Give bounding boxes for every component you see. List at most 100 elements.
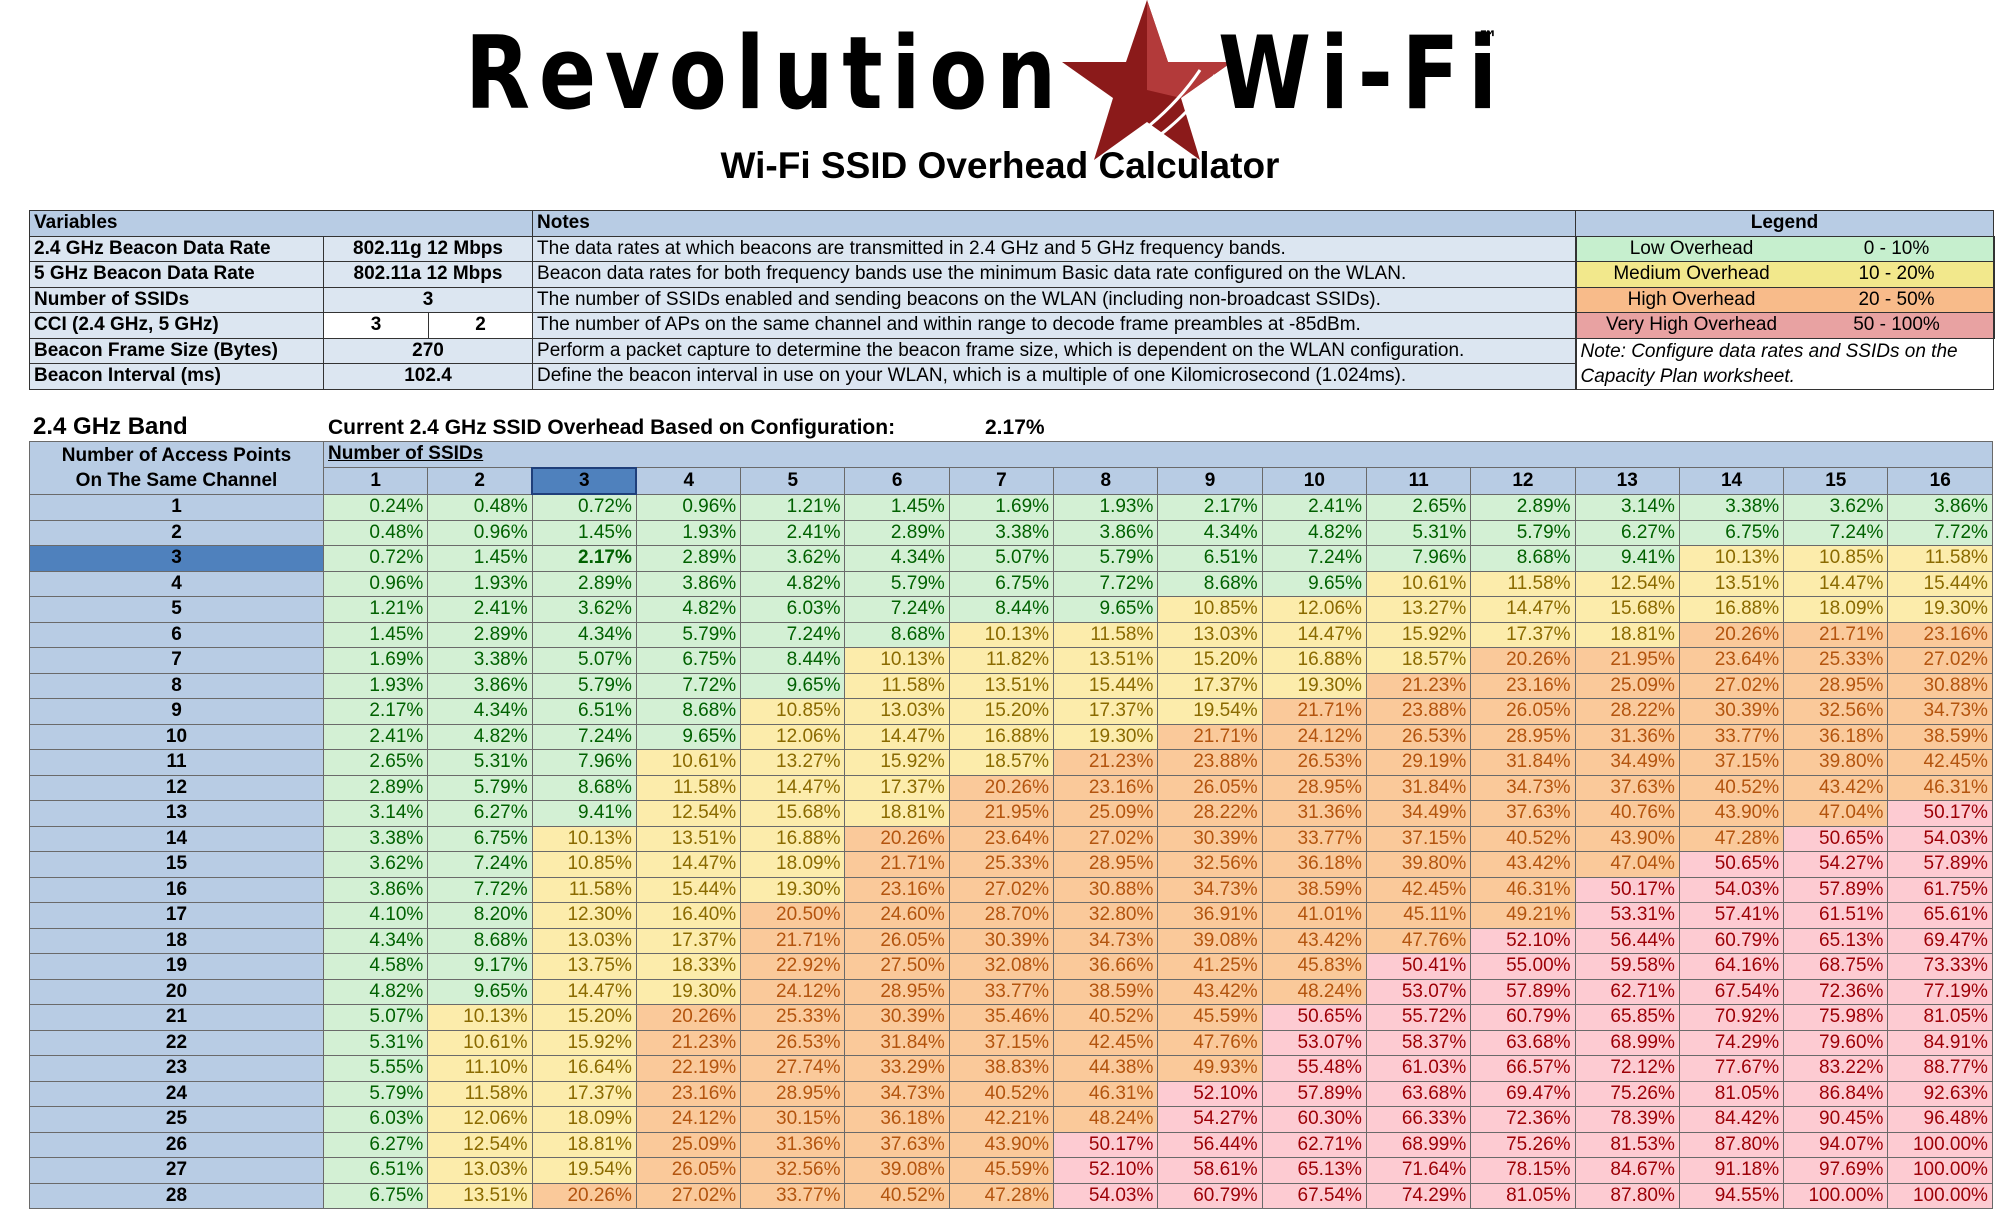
overhead-cell: 11.58% [531, 876, 637, 903]
row-header: 24 [29, 1080, 324, 1107]
overhead-cell: 78.39% [1574, 1106, 1680, 1133]
overhead-cell: 61.75% [1887, 876, 1993, 903]
overhead-cell: 40.76% [1574, 800, 1680, 827]
legend-range: 0 - 10% [1863, 237, 1930, 259]
overhead-cell: 50.17% [1887, 800, 1993, 827]
overhead-cell: 26.05% [1470, 698, 1576, 725]
overhead-cell: 67.54% [1261, 1182, 1367, 1209]
overhead-cell: 3.14% [1574, 493, 1680, 521]
overhead-cell: 16.88% [740, 825, 846, 852]
overhead-cell: 34.49% [1365, 800, 1472, 827]
overhead-cell: 27.02% [1887, 647, 1993, 674]
overhead-cell: 2.41% [740, 519, 846, 546]
logo-right: Wi-Fi [1218, 15, 1506, 132]
overhead-cell: 81.05% [1470, 1182, 1576, 1209]
page-title: Wi-Fi SSID Overhead Calculator [721, 145, 1280, 186]
overhead-cell: 11.82% [948, 647, 1055, 674]
variable-value: 802.11a 12 Mbps [322, 261, 534, 288]
data-row: 24 5.79% 11.58% 17.37% 23.16% 28.95% 34.73% 40.… [29, 1080, 1993, 1107]
overhead-cell: 13.03% [844, 698, 950, 725]
overhead-cell: 24.12% [1261, 723, 1367, 750]
overhead-cell: 49.21% [1470, 902, 1576, 929]
overhead-cell: 44.38% [1053, 1055, 1159, 1082]
overhead-cell: 19.30% [1053, 723, 1159, 750]
overhead-cell: 4.82% [427, 723, 533, 750]
column-header: 4 [635, 467, 742, 495]
overhead-cell: 6.27% [1574, 519, 1680, 546]
overhead-cell: 11.58% [635, 774, 742, 801]
overhead-cell: 36.66% [1053, 953, 1159, 980]
overhead-cell: 8.44% [740, 647, 846, 674]
note-text: Beacon data rates for both frequency ban… [532, 261, 1577, 288]
overhead-cell: 6.75% [635, 647, 742, 674]
overhead-cell: 43.42% [1261, 927, 1367, 954]
overhead-cell: 42.21% [948, 1106, 1055, 1133]
overhead-cell: 40.52% [1470, 825, 1576, 852]
overhead-cell: 10.13% [531, 825, 637, 852]
overhead-cell: 72.12% [1574, 1055, 1680, 1082]
overhead-cell: 18.09% [531, 1106, 637, 1133]
overhead-cell: 8.68% [1470, 545, 1576, 572]
overhead-cell: 54.03% [1053, 1182, 1159, 1209]
column-header: 6 [844, 467, 950, 495]
overhead-cell: 11.10% [427, 1055, 533, 1082]
column-header-title: Number of SSIDs [323, 441, 1993, 468]
overhead-cell: 28.95% [1783, 672, 1889, 699]
variable-row: CCI (2.4 GHz, 5 GHz) 3 2 The number of APs … [29, 312, 1995, 339]
overhead-cell: 7.24% [531, 723, 637, 750]
overhead-cell: 87.80% [1678, 1131, 1785, 1158]
overhead-cell: 7.96% [531, 749, 637, 776]
legend-note: Note: Configure data rates and SSIDs on … [1574, 337, 1995, 390]
overhead-cell: 4.82% [740, 570, 846, 597]
overhead-cell: 32.80% [1053, 902, 1159, 929]
overhead-cell: 75.26% [1470, 1131, 1576, 1158]
data-row: 26 6.27% 12.54% 18.81% 25.09% 31.36% 37.63% 43.… [29, 1131, 1993, 1158]
overhead-cell: 50.17% [1053, 1131, 1159, 1158]
overhead-cell: 1.45% [322, 621, 429, 648]
overhead-cell: 60.79% [1157, 1182, 1263, 1209]
overhead-cell: 34.73% [844, 1080, 950, 1107]
overhead-cell: 52.10% [1470, 927, 1576, 954]
overhead-cell: 47.76% [1365, 927, 1472, 954]
row-header: 27 [29, 1157, 324, 1184]
overhead-cell: 21.71% [1157, 723, 1263, 750]
overhead-cell: 48.24% [1261, 978, 1367, 1005]
variable-value: 802.11g 12 Mbps [322, 235, 534, 262]
overhead-cell: 43.90% [1574, 825, 1680, 852]
overhead-cell: 3.62% [531, 596, 637, 623]
overhead-cell: 33.77% [740, 1182, 846, 1209]
variables-table: Variables Notes Legend 2.4 GHz Beacon Data … [28, 210, 1995, 390]
overhead-cell: 81.53% [1574, 1131, 1680, 1158]
overhead-cell: 73.33% [1887, 953, 1993, 980]
overhead-cell: 28.95% [1261, 774, 1367, 801]
overhead-cell: 23.88% [1365, 698, 1472, 725]
row-header: 6 [29, 621, 324, 648]
overhead-cell: 27.02% [1053, 825, 1159, 852]
legend-entry: Very High Overhead 50 - 100% [1578, 313, 1992, 337]
data-row: 9 2.17% 4.34% 6.51% 8.68% 10.85% 13.03% 15.20% 1… [29, 698, 1993, 725]
overhead-cell: 56.44% [1157, 1131, 1263, 1158]
legend-item: High Overhead 20 - 50% [1574, 286, 1995, 313]
overhead-cell: 15.92% [844, 749, 950, 776]
overhead-cell: 5.79% [635, 621, 742, 648]
row-header: 1 [29, 493, 324, 521]
overhead-cell: 40.52% [948, 1080, 1055, 1107]
overhead-cell: 38.59% [1053, 978, 1159, 1005]
overhead-cell: 87.80% [1574, 1182, 1680, 1209]
overhead-cell: 4.34% [322, 927, 429, 954]
row-header: 5 [29, 596, 324, 623]
overhead-cell: 12.54% [427, 1131, 533, 1158]
overhead-cell: 43.90% [948, 1131, 1055, 1158]
overhead-cell: 19.30% [740, 876, 846, 903]
row-header: 22 [29, 1029, 324, 1056]
current-value: 2.17% [985, 416, 1045, 439]
logo-left: Revolution [465, 15, 1065, 132]
variable-row: Beacon Interval (ms) 102.4 Define the beac… [29, 363, 1994, 390]
overhead-cell: 75.98% [1783, 1004, 1889, 1031]
overhead-cell: 53.07% [1261, 1029, 1367, 1056]
row-header: 10 [29, 723, 324, 750]
overhead-cell: 14.47% [844, 723, 950, 750]
overhead-cell: 16.40% [635, 902, 742, 929]
overhead-cell: 66.33% [1365, 1106, 1472, 1133]
overhead-cell: 36.18% [844, 1106, 950, 1133]
